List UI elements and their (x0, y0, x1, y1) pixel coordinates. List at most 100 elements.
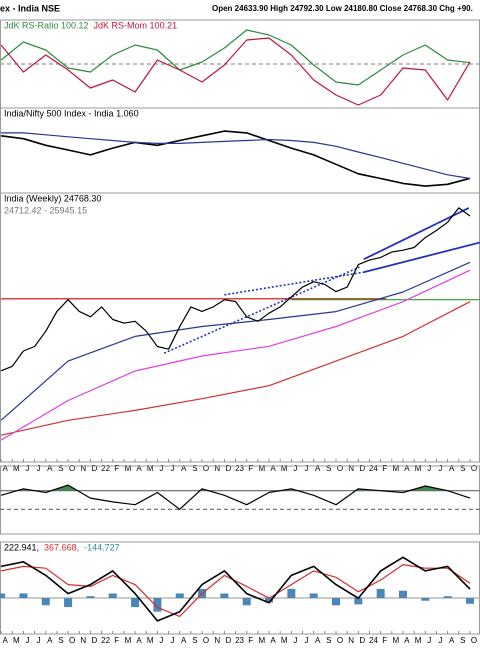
x-tick-label: A (136, 636, 142, 645)
x-tick-label: M (415, 464, 422, 473)
x-tick-label: N (348, 464, 354, 473)
x-tick-label: O (471, 464, 477, 473)
histogram-bar (242, 598, 251, 606)
x-tick-label: J (293, 636, 297, 645)
trend-line (363, 207, 470, 261)
x-tick-label: F (248, 636, 253, 645)
x-tick-label: J (438, 464, 442, 473)
histogram-bar (19, 593, 28, 598)
series-line (0, 301, 471, 436)
x-tick-label: M (392, 464, 399, 473)
histogram-bar (354, 598, 363, 605)
x-tick-label: M (281, 636, 288, 645)
histogram-bar (153, 598, 162, 612)
histogram-bar (376, 588, 385, 598)
x-tick-label: J (37, 464, 41, 473)
x-tick-label: S (326, 464, 331, 473)
x-tick-label: D (225, 636, 231, 645)
x-tick-label: O (337, 636, 343, 645)
panel (0, 556, 480, 622)
x-tick-label: N (214, 636, 220, 645)
trend-line (363, 241, 480, 274)
panel (0, 207, 480, 441)
x-tick-label: A (181, 636, 187, 645)
x-tick-label: S (326, 636, 331, 645)
x-tick-label: F (248, 464, 253, 473)
x-tick-label: J (293, 464, 297, 473)
x-tick-label: D (92, 464, 98, 473)
x-tick-label: F (382, 636, 387, 645)
panel (0, 130, 471, 187)
x-tick-label: O (203, 464, 209, 473)
x-tick-label: A (47, 636, 53, 645)
x-tick-label: F (382, 464, 387, 473)
x-tick-label: D (225, 464, 231, 473)
histogram-bar (41, 598, 50, 606)
x-tick-label: N (80, 464, 86, 473)
series-line (0, 29, 471, 86)
x-tick-label: O (471, 636, 477, 645)
quote: Open 24633.90 High 24792.30 Low 24180.80… (212, 4, 473, 13)
x-tick-label: O (69, 464, 75, 473)
x-tick-label: N (348, 636, 354, 645)
x-tick-label: A (181, 464, 187, 473)
x-tick-label: 22 (101, 464, 110, 473)
x-tick-label: M (281, 464, 288, 473)
x-tick-label: A (404, 636, 410, 645)
x-tick-label: A (2, 636, 8, 645)
panel-label: 24712.42 - 25945.15 (4, 205, 87, 215)
x-tick-label: S (460, 636, 465, 645)
panel-label: India/Nifty 500 Index - India 1.060 (4, 108, 139, 118)
x-tick-label: J (25, 464, 29, 473)
trend-line (224, 271, 365, 296)
x-tick-label: M (415, 636, 422, 645)
series-line (0, 564, 471, 617)
histogram-bar (131, 598, 140, 608)
x-tick-label: O (337, 464, 343, 473)
x-tick-label: S (58, 636, 63, 645)
x-tick-label: D (92, 636, 98, 645)
x-tick-label: D (359, 636, 365, 645)
series-line (0, 556, 471, 622)
histogram-bar (108, 593, 117, 598)
symbol: ex - India NSE (0, 3, 60, 13)
series-line (0, 130, 471, 187)
x-tick-label: S (192, 464, 197, 473)
panel-label: 367.668, (44, 542, 79, 552)
x-tick-label: D (359, 464, 365, 473)
panel-label: JdK RS-Ratio 100.12 (4, 20, 89, 30)
x-tick-label: A (270, 464, 276, 473)
histogram-bar (443, 596, 452, 598)
x-tick-label: A (315, 464, 321, 473)
panel-label: 222.941, (4, 542, 39, 552)
x-tick-label: S (58, 464, 63, 473)
x-tick-label: O (203, 636, 209, 645)
x-tick-label: A (136, 464, 142, 473)
x-tick-label: J (305, 636, 309, 645)
histogram-bar (86, 596, 95, 598)
x-tick-label: J (159, 464, 163, 473)
x-tick-label: A (270, 636, 276, 645)
panel (0, 484, 480, 510)
x-tick-label: M (13, 636, 20, 645)
histogram-bar (220, 593, 229, 598)
x-tick-label: J (438, 636, 442, 645)
x-tick-label: A (2, 464, 8, 473)
x-tick-label: F (114, 464, 119, 473)
x-tick-label: J (427, 464, 431, 473)
x-tick-label: J (25, 636, 29, 645)
x-tick-label: 23 (235, 464, 244, 473)
x-tick-label: M (259, 636, 266, 645)
x-tick-label: M (392, 636, 399, 645)
x-tick-label: A (449, 464, 455, 473)
x-tick-label: J (37, 636, 41, 645)
x-tick-label: M (259, 464, 266, 473)
panel (0, 29, 480, 106)
x-tick-label: A (47, 464, 53, 473)
histogram-bar (398, 590, 407, 598)
x-tick-label: A (449, 636, 455, 645)
trend-line (163, 266, 360, 354)
histogram-bar (265, 598, 274, 603)
